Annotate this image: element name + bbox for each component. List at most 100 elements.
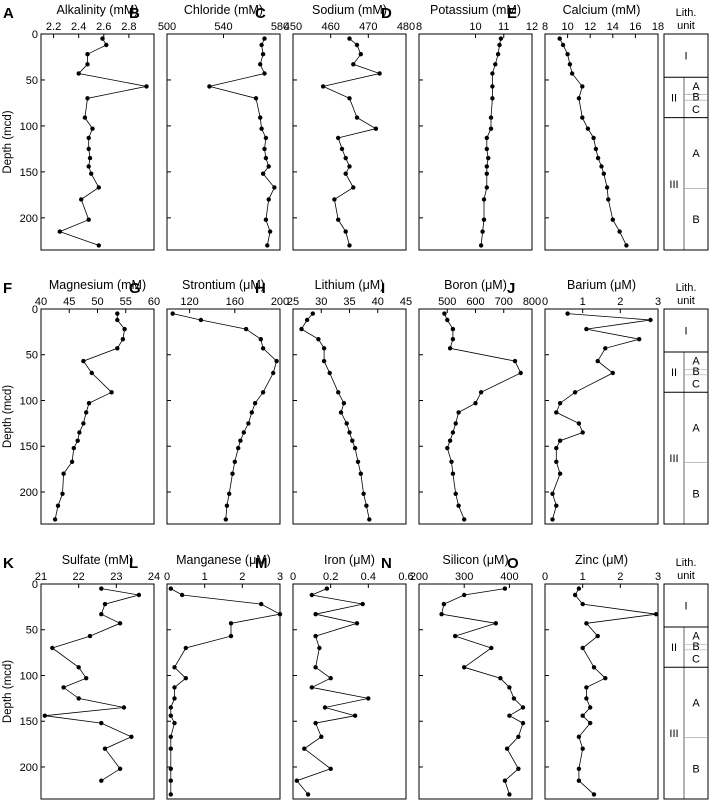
x-tick-label: 35 — [343, 296, 355, 308]
data-point — [86, 217, 91, 222]
data-point — [520, 705, 526, 710]
x-tick-label: 1 — [580, 296, 586, 308]
data-point — [302, 746, 307, 751]
data-point — [71, 445, 77, 451]
lith-title: Lith. — [676, 557, 697, 569]
data-point — [441, 601, 447, 607]
y-tick-label: 100 — [20, 395, 38, 407]
lith-title: unit — [677, 20, 695, 32]
data-point — [593, 146, 599, 152]
data-point — [497, 42, 502, 48]
data-point — [493, 62, 498, 67]
data-point — [447, 346, 453, 351]
data-point — [603, 346, 608, 351]
panel-title: Sodium (mM) — [312, 3, 387, 17]
data-point — [347, 96, 352, 101]
panel-letter: E — [507, 5, 517, 22]
data-point — [484, 146, 489, 152]
data-point — [341, 401, 347, 406]
data-point — [653, 612, 659, 617]
data-point — [322, 705, 328, 710]
panel-frame — [166, 308, 281, 525]
panel-O: O Zinc (μM) 0 1 2 3 — [507, 553, 661, 800]
data-point — [170, 311, 175, 316]
data-point — [456, 410, 461, 415]
x-tick-label: 12 — [526, 21, 538, 33]
unit-label: III — [669, 728, 678, 740]
data-point — [328, 676, 333, 681]
data-point — [576, 734, 582, 739]
data-point — [100, 36, 105, 41]
data-point — [442, 311, 447, 316]
lith-title: unit — [677, 570, 695, 582]
data-point — [601, 171, 606, 176]
data-point — [366, 696, 371, 701]
data-point — [358, 52, 363, 57]
data-point — [79, 197, 84, 202]
data-point — [42, 713, 47, 718]
data-point — [84, 410, 89, 415]
x-tick-label: 45 — [63, 296, 75, 308]
series-line — [574, 588, 657, 795]
data-point — [168, 766, 173, 771]
panel-frame — [292, 33, 407, 251]
data-point — [260, 346, 266, 351]
data-point — [360, 601, 365, 607]
x-tick-label: 160 — [226, 296, 244, 308]
data-point — [81, 358, 86, 364]
data-point — [263, 135, 269, 141]
panel-L: L Manganese (μM) 0 1 2 3 — [129, 553, 283, 800]
data-point — [361, 491, 366, 496]
x-tick-label: 1 — [580, 571, 586, 583]
x-tick-label: 2.6 — [96, 21, 111, 33]
lith-frame — [663, 33, 709, 251]
data-point — [490, 96, 495, 101]
data-point — [75, 438, 80, 443]
data-point — [339, 146, 345, 152]
x-tick-label: 120 — [180, 296, 198, 308]
x-tick-label: 16 — [629, 21, 641, 33]
x-tick-label: 10 — [469, 21, 481, 33]
panel-letter: A — [3, 5, 14, 22]
data-point — [117, 621, 123, 626]
data-point — [493, 621, 498, 626]
data-point — [352, 445, 358, 451]
data-point — [86, 401, 92, 406]
data-point — [352, 713, 358, 718]
data-point — [473, 401, 478, 406]
data-point — [560, 42, 566, 48]
data-point — [57, 229, 62, 234]
x-tick-label: 10 — [561, 21, 573, 33]
data-point — [324, 586, 330, 591]
unit-label: II — [671, 642, 677, 654]
data-point — [484, 135, 489, 141]
y-tick-label: 100 — [20, 670, 38, 682]
x-tick-label: 23 — [110, 571, 122, 583]
subunit-label: C — [692, 379, 700, 391]
x-tick-label: 45 — [400, 296, 412, 308]
unit-label: III — [669, 179, 678, 191]
panel-F: F Magnesium (mM)40 45 50 55 60 0 50 100 150 200 — [3, 278, 160, 525]
data-point — [486, 155, 491, 161]
y-tick-label: 100 — [20, 121, 38, 133]
data-point — [198, 317, 204, 323]
data-point — [481, 217, 487, 222]
data-point — [263, 217, 269, 222]
data-point — [504, 746, 510, 751]
data-point — [313, 720, 318, 726]
x-tick-label: 0 — [290, 571, 296, 583]
data-point — [104, 42, 109, 48]
lithology-columns: Lith.unitIIIIIIABCABLith.unitIIIIIIABCAB… — [663, 7, 709, 800]
panel-J: J Barium (μM) 0 1 2 3 — [507, 278, 661, 525]
series-line — [58, 38, 147, 246]
data-point — [252, 401, 258, 406]
data-point — [172, 696, 177, 701]
data-point — [478, 390, 484, 395]
data-point — [490, 84, 495, 89]
data-point — [576, 421, 582, 426]
data-point — [50, 645, 55, 651]
data-point — [99, 612, 104, 617]
data-point — [96, 243, 102, 248]
x-tick-label: 30 — [315, 296, 327, 308]
